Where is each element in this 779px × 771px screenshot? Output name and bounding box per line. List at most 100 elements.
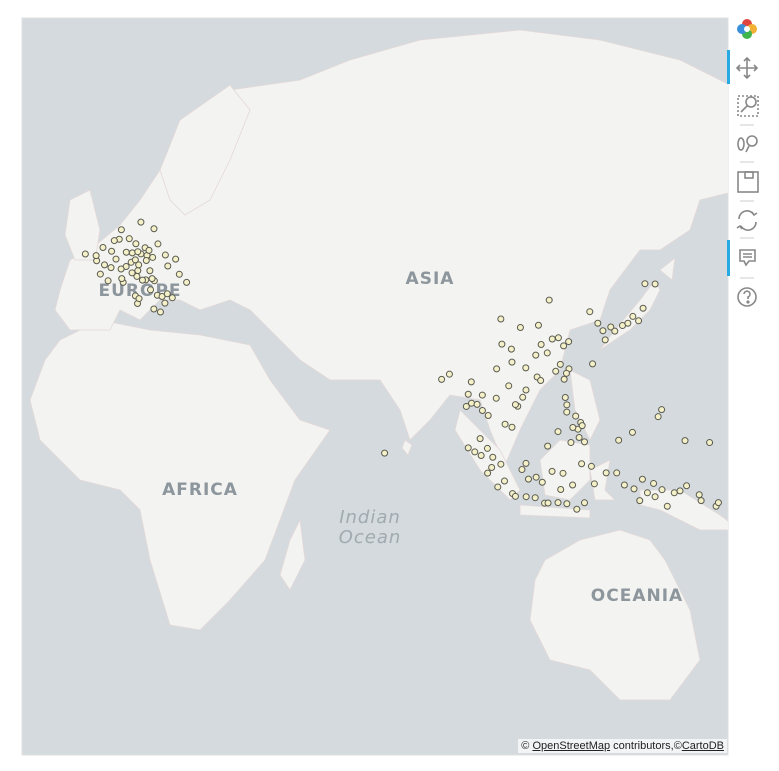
location-point xyxy=(522,364,530,372)
location-point xyxy=(559,469,567,477)
location-point xyxy=(518,466,526,474)
location-point xyxy=(489,453,497,461)
location-point xyxy=(158,293,166,301)
location-point xyxy=(620,481,628,489)
location-point xyxy=(497,460,505,468)
box-zoom-tool[interactable] xyxy=(737,95,759,117)
location-point xyxy=(477,451,485,459)
location-point xyxy=(507,345,515,353)
location-point xyxy=(134,267,142,275)
toolbar xyxy=(727,19,759,307)
location-point xyxy=(445,370,453,378)
location-point xyxy=(563,408,571,416)
location-point xyxy=(522,459,530,467)
ocean-label: Ocean xyxy=(339,527,402,548)
location-point xyxy=(624,319,632,327)
location-point xyxy=(125,235,133,243)
location-point xyxy=(714,499,722,507)
location-point xyxy=(554,334,562,342)
carto-link[interactable]: CartoDB xyxy=(681,740,724,752)
location-point xyxy=(681,437,689,445)
location-point xyxy=(628,428,636,436)
location-point xyxy=(602,469,610,477)
location-point xyxy=(706,439,714,447)
location-point xyxy=(508,423,516,431)
location-point xyxy=(483,444,491,452)
location-point xyxy=(163,290,171,298)
location-point xyxy=(492,394,500,402)
location-point xyxy=(572,412,580,420)
location-point xyxy=(601,336,609,344)
location-point xyxy=(118,275,126,283)
location-point xyxy=(607,323,615,331)
location-point xyxy=(148,275,156,283)
location-point xyxy=(589,360,597,368)
location-point xyxy=(134,248,142,256)
location-point xyxy=(131,256,139,264)
location-point xyxy=(501,420,509,428)
location-point xyxy=(467,378,475,386)
location-point xyxy=(562,369,570,377)
location-point xyxy=(493,365,501,373)
location-point xyxy=(494,483,502,491)
location-point xyxy=(464,390,472,398)
location-point xyxy=(532,351,540,359)
location-point xyxy=(132,240,140,248)
location-point xyxy=(651,493,659,501)
location-point xyxy=(567,439,575,447)
location-point xyxy=(161,251,169,259)
location-point xyxy=(554,428,562,436)
save-tool[interactable] xyxy=(737,171,759,193)
location-point xyxy=(531,494,539,502)
location-point xyxy=(599,327,607,335)
location-point xyxy=(594,319,602,327)
location-point xyxy=(611,327,619,335)
location-point xyxy=(560,375,568,383)
location-point xyxy=(478,406,486,414)
attribution: © OpenStreetMap contributors,©CartoDB xyxy=(518,739,727,753)
location-point xyxy=(697,497,705,505)
location-point xyxy=(676,487,684,495)
location-point xyxy=(516,324,524,332)
location-point xyxy=(658,406,666,414)
attribution-text: contributors,© xyxy=(613,740,682,752)
location-point xyxy=(580,499,588,507)
location-point xyxy=(135,295,143,303)
location-point xyxy=(683,482,691,490)
location-point xyxy=(544,442,552,450)
location-point xyxy=(563,500,571,508)
location-point xyxy=(484,469,492,477)
location-point xyxy=(81,250,89,258)
location-point xyxy=(635,317,643,325)
wheel-zoom-tool[interactable] xyxy=(737,135,758,153)
location-point xyxy=(96,270,104,278)
location-point xyxy=(561,393,569,401)
pan-tool[interactable] xyxy=(735,56,759,80)
location-point xyxy=(556,360,564,368)
location-point xyxy=(654,413,662,421)
location-point xyxy=(578,422,586,430)
location-point xyxy=(145,246,153,254)
hover-tool[interactable] xyxy=(739,249,756,267)
location-point xyxy=(537,377,545,385)
help-tool[interactable] xyxy=(737,287,757,307)
location-point xyxy=(590,480,598,488)
region-label: ASIA xyxy=(406,269,455,289)
attribution-text: © xyxy=(521,740,530,752)
location-point xyxy=(658,486,666,494)
location-point xyxy=(175,270,183,278)
location-point xyxy=(578,460,586,468)
location-point xyxy=(651,280,659,288)
location-point xyxy=(100,261,108,269)
osm-link[interactable]: OpenStreetMap xyxy=(532,740,611,752)
location-point xyxy=(650,479,658,487)
location-point xyxy=(476,435,484,443)
location-point xyxy=(142,256,150,264)
location-point xyxy=(508,358,516,366)
location-point xyxy=(154,240,162,248)
location-point xyxy=(639,304,647,312)
location-point xyxy=(629,312,637,320)
reset-tool[interactable] xyxy=(736,210,758,231)
location-point xyxy=(615,436,623,444)
